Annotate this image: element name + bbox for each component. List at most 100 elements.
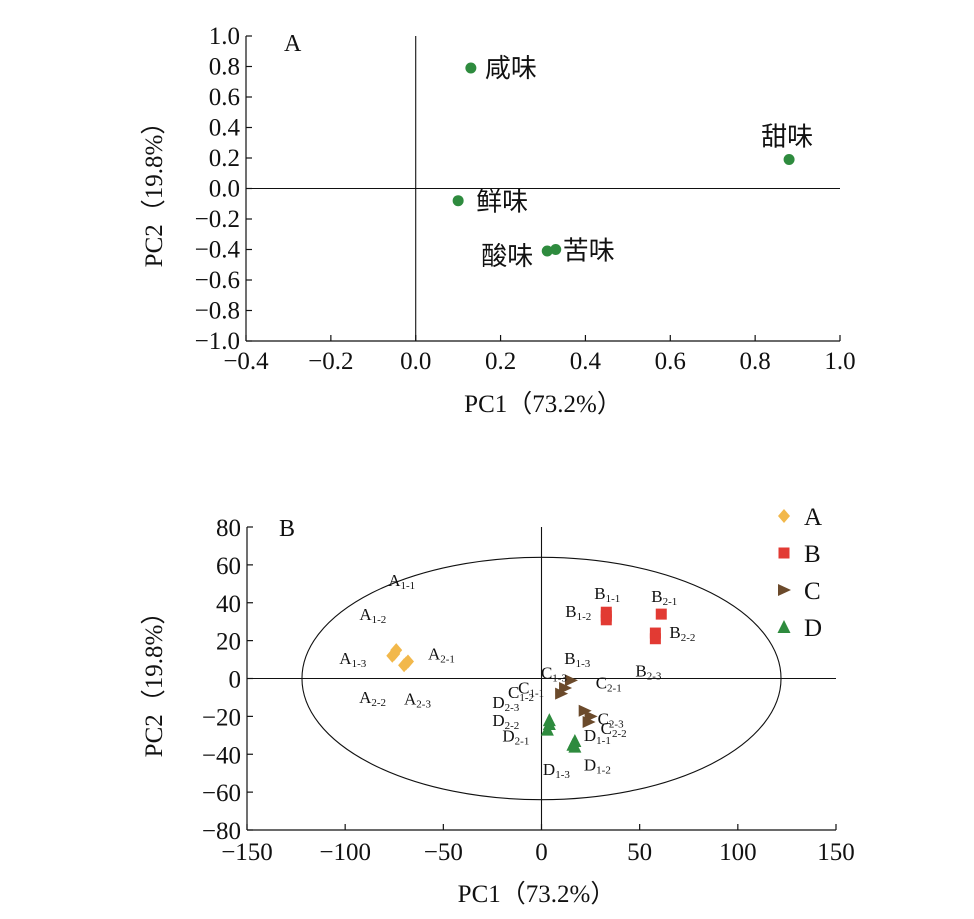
- point-4: [550, 244, 562, 255]
- x-axis-title: PC1（73.2%）: [458, 880, 616, 908]
- point-label-main: D: [543, 760, 555, 779]
- series-A: A1-1A1-2A1-3A2-1A2-2 A2-3: [339, 571, 455, 710]
- legend-label-C: C: [804, 578, 821, 605]
- point-label-sub: 2-3: [505, 702, 520, 714]
- point-label-A2-3: A2-3: [404, 689, 431, 710]
- point-label-sub: 1-1: [529, 688, 544, 700]
- point-D1-3: [566, 737, 580, 751]
- point-label-main: C: [601, 719, 612, 738]
- y-tick-label: −80: [202, 818, 241, 845]
- x-tick-label: −0.4: [223, 348, 269, 375]
- point-1: [783, 154, 795, 166]
- point-label-B2-2: B2-2: [669, 623, 695, 644]
- x-tick-label: −50: [424, 839, 463, 866]
- point-C1-1: [555, 687, 569, 700]
- point-label-B2-3: B2-3: [635, 662, 662, 683]
- point-label-main: A: [359, 605, 372, 624]
- point-label-2: 鲜味: [476, 188, 528, 218]
- point-C2-3: [584, 710, 598, 723]
- point-label-main: D: [584, 756, 596, 775]
- point-label-sub: 2-1: [440, 653, 455, 665]
- y-tick-label: −40: [202, 742, 241, 769]
- point-label-main: C: [541, 663, 552, 682]
- point-label-B1-3: B1-3: [564, 649, 591, 670]
- point-A2-3: [400, 656, 413, 671]
- point-label-D1-1: D1-1: [584, 726, 611, 747]
- point-label-B1-1: B1-1: [594, 584, 620, 605]
- point-label-main: B: [635, 662, 646, 681]
- point-C1-2: [559, 681, 573, 694]
- point-label-3: 酸味: [481, 242, 533, 272]
- point-label-main: B: [565, 602, 576, 621]
- panel-a: 1.00.80.60.40.20.0−0.2−0.4−0.6−0.8−1.0−0…: [140, 23, 856, 418]
- y-tick-label: −0.8: [195, 298, 240, 325]
- series-B: B1-1B1-2B1-3B2-1B2-2B2-3: [564, 584, 695, 683]
- point-label-main: A: [339, 649, 352, 668]
- point-label-sub: 2-2: [681, 632, 696, 644]
- legend-marker-A: [778, 509, 790, 523]
- point-label-main: C: [598, 709, 609, 728]
- point-label-1: 甜味: [761, 123, 813, 153]
- point-label-A1-2: A1-2: [359, 605, 386, 626]
- y-tick-label: 80: [216, 515, 241, 542]
- point-label-D1-3: D1-3: [543, 760, 570, 781]
- point-label-main: D: [584, 726, 596, 745]
- legend-label-D: D: [804, 615, 822, 642]
- point-label-sub: 2-1: [607, 683, 622, 695]
- legend-marker-D: [777, 620, 791, 633]
- point-label-C2-1: C2-1: [596, 674, 622, 695]
- point-label-B2-1: B2-1: [651, 587, 677, 608]
- point-label-sub: 2-3: [647, 671, 662, 683]
- x-tick-label: 150: [817, 839, 855, 866]
- point-0: [465, 62, 477, 74]
- y-tick-label: 0.2: [209, 145, 240, 172]
- point-label-A1-1: A1-1: [388, 571, 415, 592]
- point-B2-3: [649, 633, 661, 645]
- y-tick-label: −60: [202, 780, 241, 807]
- point-label-sub: 2-3: [609, 718, 624, 730]
- x-tick-label: −0.2: [308, 348, 353, 375]
- series-C: C1-1C1-2C1-3 C2-1C2-2C2-3: [508, 663, 627, 740]
- y-tick-label: 0.8: [209, 54, 240, 81]
- point-label-sub: 1-3: [576, 658, 591, 670]
- point-2: [452, 195, 464, 207]
- point-label-sub: 1-3: [552, 672, 567, 684]
- panel-label-a: A: [284, 31, 302, 57]
- y-tick-label: 0.0: [209, 176, 240, 203]
- y-tick-label: −0.4: [195, 237, 241, 264]
- y-tick-label: 40: [216, 591, 241, 618]
- point-label-main: A: [428, 644, 441, 663]
- y-tick-label: −0.6: [195, 267, 240, 294]
- point-label-sub: 1-2: [596, 765, 611, 777]
- point-B1-3: [600, 614, 612, 626]
- point-label-sub: 1-1: [400, 580, 415, 592]
- x-tick-label: 1.0: [824, 348, 855, 375]
- point-label-main: B: [669, 623, 680, 642]
- point-label-sub: 1-3: [555, 769, 570, 781]
- point-label-sub: 1-2: [577, 611, 592, 623]
- point-label-A2-2: A2-2: [359, 688, 386, 709]
- point-label-sub: 2-3: [416, 698, 431, 710]
- x-tick-label: −150: [221, 839, 273, 866]
- x-tick-label: 100: [719, 839, 757, 866]
- y-axis-title: PC2（19.8%）: [140, 600, 168, 758]
- point-label-main: A: [388, 571, 401, 590]
- point-label-D2-2: D2-2: [492, 711, 519, 732]
- point-label-main: A: [359, 688, 372, 707]
- panel-b: 80 60 40 20 0 −20 −40 −60 −80−150 −100 −50 0 50 100 15…: [140, 504, 855, 908]
- y-tick-label: −20: [202, 704, 241, 731]
- y-tick-label: 1.0: [209, 23, 240, 50]
- series-D: D1-1D1-2D1-3D2-1D2-2D2-3: [492, 693, 610, 781]
- point-label-main: B: [564, 649, 575, 668]
- point-label-sub: 1-2: [372, 614, 387, 626]
- point-label-C1-3: C1-3: [541, 663, 568, 684]
- point-label-sub: 2-2: [371, 697, 386, 709]
- y-tick-label: −1.0: [195, 328, 240, 355]
- point-label-main: D: [492, 711, 504, 730]
- point-A1-3: [388, 646, 401, 661]
- point-label-C2-3: C2-3: [598, 709, 625, 730]
- point-label-B1-2: B1-2: [565, 602, 591, 623]
- y-axis-title: PC2（19.8%）: [140, 110, 168, 268]
- point-label-main: D: [492, 693, 504, 712]
